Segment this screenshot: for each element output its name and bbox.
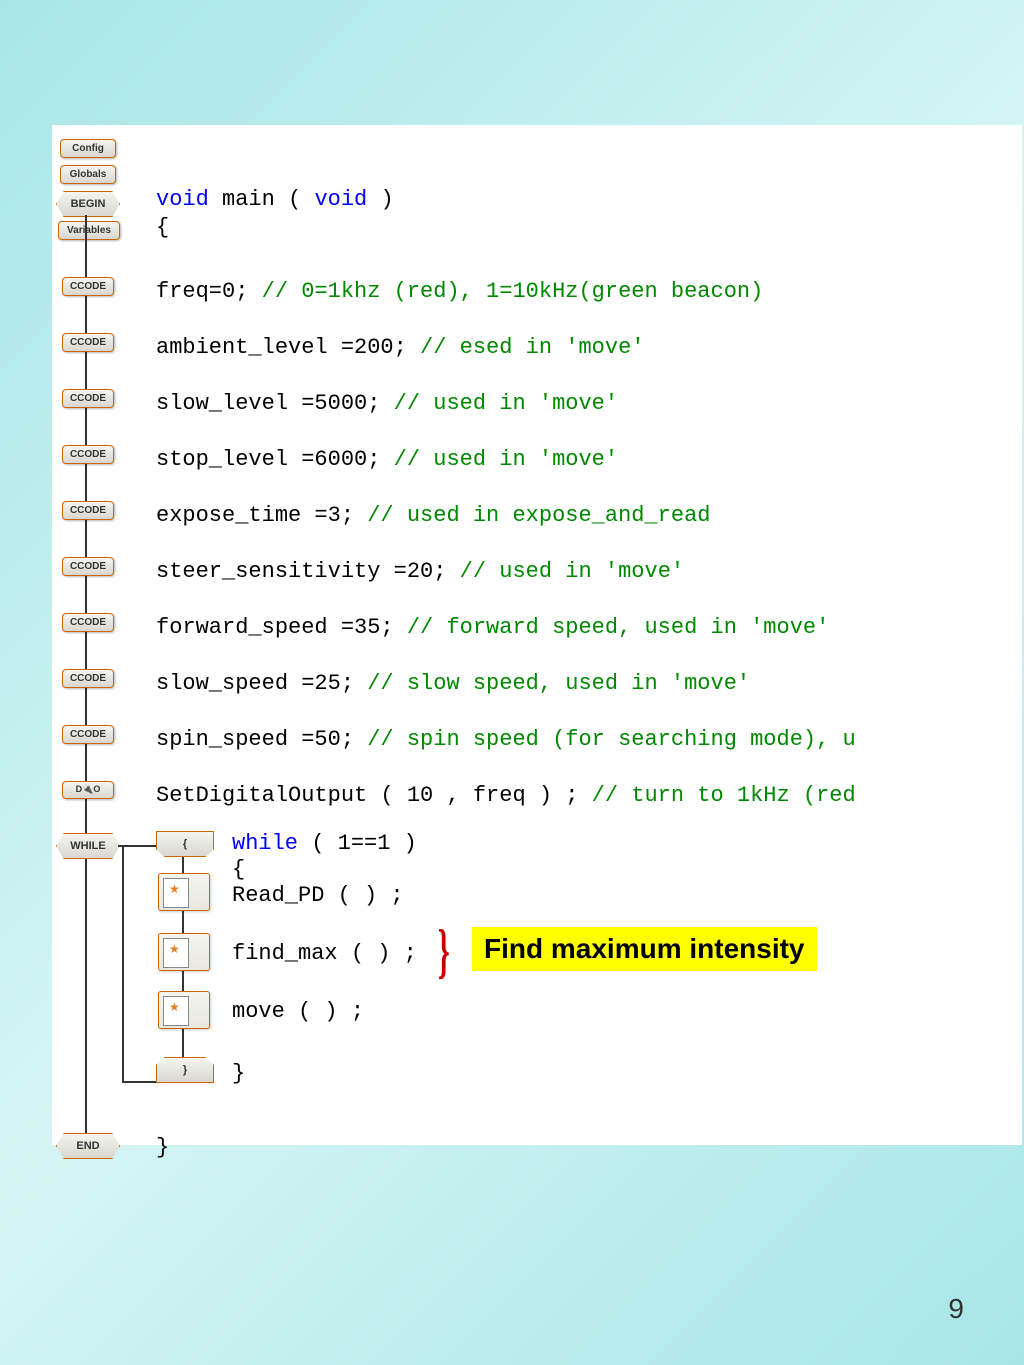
file-block-2[interactable] <box>158 933 210 971</box>
ccode-block-1[interactable]: CCODE <box>62 277 114 296</box>
ccode-block-2[interactable]: CCODE <box>62 333 114 352</box>
digital-output-block[interactable]: D🔌O <box>62 781 114 799</box>
code-find-max: find_max ( ) ; <box>232 941 417 966</box>
code-spin: spin_speed =50; // spin speed (for searc… <box>156 727 856 752</box>
code-setdig: SetDigitalOutput ( 10 , freq ) ; // turn… <box>156 783 856 808</box>
file-block-3[interactable] <box>158 991 210 1029</box>
code-while-brace: { <box>232 857 245 882</box>
file-block-1[interactable] <box>158 873 210 911</box>
code-end-brace: } <box>156 1135 169 1160</box>
ccode-block-7[interactable]: CCODE <box>62 613 114 632</box>
connector-vline-loop <box>122 845 124 1081</box>
begin-block[interactable]: BEGIN <box>56 191 120 217</box>
code-editor-panel: Config Globals BEGIN Variables CCODE CCO… <box>52 125 1022 1145</box>
ccode-block-9[interactable]: CCODE <box>62 725 114 744</box>
code-slow-level: slow_level =5000; // used in 'move' <box>156 391 618 416</box>
globals-button[interactable]: Globals <box>60 165 116 184</box>
variables-button[interactable]: Variables <box>58 221 120 240</box>
ccode-block-3[interactable]: CCODE <box>62 389 114 408</box>
connector-h1 <box>118 845 158 847</box>
while-block[interactable]: WHILE <box>56 833 120 859</box>
code-expose: expose_time =3; // used in expose_and_re… <box>156 503 711 528</box>
open-brace-block[interactable]: { <box>156 831 214 857</box>
ccode-block-6[interactable]: CCODE <box>62 557 114 576</box>
code-close-brace: } <box>232 1061 245 1086</box>
code-main-signature: void main ( void ) <box>156 187 394 212</box>
code-open-brace: { <box>156 215 169 240</box>
page-number: 9 <box>948 1293 964 1325</box>
ccode-block-4[interactable]: CCODE <box>62 445 114 464</box>
code-while: while ( 1==1 ) <box>232 831 417 856</box>
end-block[interactable]: END <box>56 1133 120 1159</box>
close-brace-block[interactable]: } <box>156 1057 214 1083</box>
code-stop-level: stop_level =6000; // used in 'move' <box>156 447 618 472</box>
code-slow-speed: slow_speed =25; // slow speed, used in '… <box>156 671 750 696</box>
code-forward: forward_speed =35; // forward speed, use… <box>156 615 829 640</box>
code-steer: steer_sensitivity =20; // used in 'move' <box>156 559 684 584</box>
annotation-brace: } <box>438 917 450 986</box>
code-ambient: ambient_level =200; // esed in 'move' <box>156 335 644 360</box>
code-read-pd: Read_PD ( ) ; <box>232 883 404 908</box>
config-button[interactable]: Config <box>60 139 116 158</box>
ccode-block-8[interactable]: CCODE <box>62 669 114 688</box>
callout-label: Find maximum intensity <box>472 927 817 971</box>
code-move: move ( ) ; <box>232 999 364 1024</box>
ccode-block-5[interactable]: CCODE <box>62 501 114 520</box>
code-freq: freq=0; // 0=1khz (red), 1=10kHz(green b… <box>156 279 763 304</box>
